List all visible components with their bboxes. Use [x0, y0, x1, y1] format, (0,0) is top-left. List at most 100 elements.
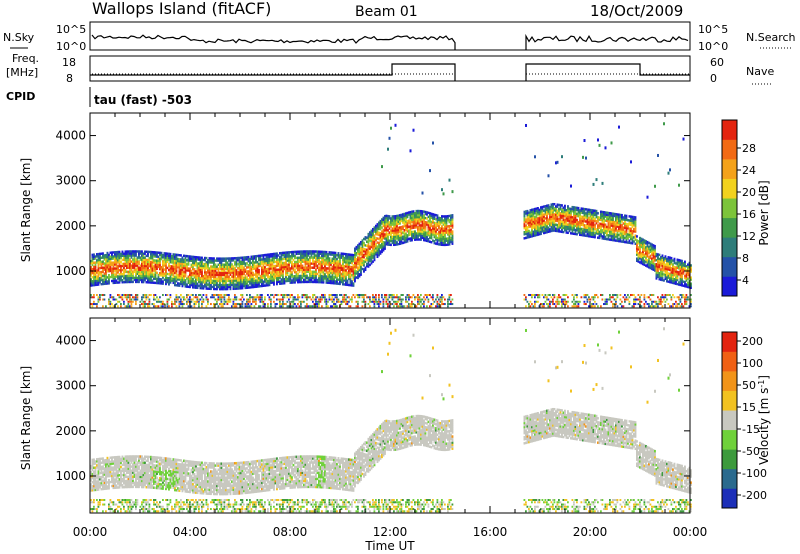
power-cell	[372, 260, 374, 263]
power-cell	[303, 250, 305, 253]
power-cell	[574, 224, 577, 228]
power-cell	[148, 294, 151, 297]
power-cell	[196, 282, 199, 285]
power-cell	[333, 271, 335, 275]
power-cell	[310, 278, 313, 282]
power-cell	[579, 225, 581, 228]
power-cell	[156, 259, 158, 262]
power-cell	[276, 278, 278, 282]
power-cell	[262, 260, 265, 263]
power-cell	[589, 223, 592, 226]
power-cell	[127, 296, 130, 299]
power-cell	[343, 271, 346, 274]
power-cell	[183, 262, 185, 266]
power-cell	[534, 217, 536, 221]
power-cell	[144, 250, 146, 253]
power-cell	[270, 263, 272, 266]
power-cell	[201, 284, 203, 288]
power-cell	[156, 277, 158, 281]
power-cell	[450, 238, 452, 242]
power-cell	[409, 229, 412, 232]
power-cell	[246, 282, 248, 285]
power-cell	[108, 255, 110, 259]
power-cell	[439, 227, 442, 230]
power-cell	[136, 276, 139, 280]
power-cell	[352, 278, 355, 281]
power-cell	[561, 155, 563, 159]
power-cell	[150, 273, 152, 276]
power-cell	[135, 303, 137, 306]
power-cell	[211, 265, 214, 268]
power-cell	[204, 258, 206, 262]
power-cell	[373, 240, 376, 243]
power-cell	[252, 279, 254, 283]
power-cell	[537, 233, 539, 236]
power-cell	[601, 225, 604, 228]
power-cell	[163, 272, 166, 275]
power-cell	[561, 214, 563, 217]
power-cell	[424, 235, 427, 238]
power-cell	[594, 213, 596, 217]
power-cell	[543, 229, 545, 233]
power-cell	[610, 216, 613, 219]
power-cell	[285, 267, 287, 271]
power-cell	[142, 280, 145, 284]
power-cell	[115, 261, 118, 264]
power-cell	[283, 261, 286, 265]
power-cell	[588, 212, 590, 216]
power-cell	[351, 300, 353, 303]
power-cell	[537, 227, 539, 230]
power-cell	[420, 212, 422, 215]
power-cell	[213, 275, 215, 279]
power-cell	[447, 225, 449, 228]
power-cell	[343, 266, 346, 270]
power-cell	[399, 222, 401, 225]
power-cell	[373, 230, 376, 233]
power-cell	[256, 285, 259, 288]
power-cell	[345, 259, 347, 262]
power-cell	[174, 269, 176, 273]
power-cell	[612, 220, 614, 224]
power-cell	[406, 225, 409, 229]
power-cell	[153, 305, 155, 308]
power-cell	[328, 253, 331, 256]
power-cell	[435, 226, 437, 229]
power-cell	[118, 252, 121, 256]
power-cell	[600, 210, 602, 213]
power-cell	[346, 300, 349, 303]
power-cell	[430, 228, 433, 232]
power-cell	[258, 264, 260, 268]
power-cell	[153, 273, 155, 276]
power-cell	[523, 230, 526, 234]
power-cell	[394, 227, 397, 230]
power-cell	[336, 264, 338, 267]
power-cell	[523, 224, 526, 228]
power-cell	[291, 263, 293, 266]
power-cell	[112, 265, 115, 268]
power-cell	[559, 205, 562, 209]
power-cell	[283, 255, 286, 259]
power-cell	[526, 228, 529, 231]
power-cell	[265, 259, 268, 263]
power-cell	[246, 262, 248, 265]
power-cell	[388, 239, 391, 242]
power-cell	[180, 254, 182, 257]
power-cell	[240, 294, 242, 297]
power-cell	[177, 261, 179, 265]
power-cell	[169, 265, 172, 268]
power-cell	[138, 280, 140, 284]
power-cell	[336, 294, 338, 297]
power-cell	[339, 300, 341, 303]
power-cell	[397, 305, 400, 308]
power-cell	[327, 263, 329, 266]
power-cell	[552, 229, 554, 232]
power-cell	[216, 287, 218, 291]
power-cell	[183, 274, 185, 278]
power-cell	[105, 270, 107, 273]
power-cell	[307, 254, 310, 257]
power-cell	[292, 252, 295, 256]
power-cell	[205, 277, 208, 280]
power-cell	[240, 256, 242, 260]
power-cell	[120, 260, 122, 264]
power-cell	[316, 300, 319, 303]
